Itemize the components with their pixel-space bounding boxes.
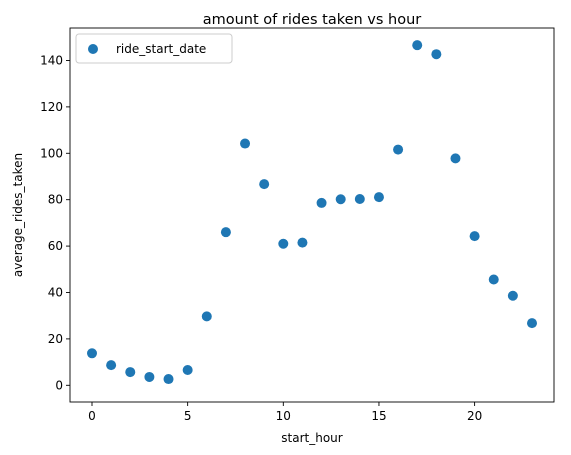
y-tick-label: 0	[55, 378, 63, 392]
data-point	[240, 138, 251, 149]
data-point	[393, 144, 404, 155]
data-point	[87, 348, 97, 359]
data-point	[182, 364, 193, 375]
data-point	[259, 179, 270, 190]
y-tick-label: 60	[48, 239, 63, 253]
data-point	[297, 237, 308, 248]
plot-frame	[69, 27, 555, 403]
data-point	[412, 40, 423, 51]
data-point	[450, 153, 461, 164]
data-point	[335, 194, 346, 205]
y-tick-label: 80	[48, 193, 63, 207]
y-tick-label: 100	[40, 146, 63, 160]
y-tick-label: 120	[40, 100, 63, 114]
data-point	[469, 231, 480, 242]
x-tick-label: 10	[276, 409, 291, 423]
data-point	[220, 227, 231, 238]
data-point	[431, 49, 442, 60]
y-tick-label: 20	[48, 332, 63, 346]
y-tick-label: 140	[40, 53, 63, 67]
x-tick-label: 15	[371, 409, 386, 423]
x-tick-label: 5	[184, 409, 192, 423]
data-point	[373, 192, 384, 203]
x-tick-label: 20	[467, 409, 482, 423]
data-point	[163, 374, 174, 385]
data-point	[316, 197, 327, 208]
y-tick-label: 40	[48, 285, 63, 299]
data-point	[507, 290, 518, 301]
data-point	[354, 193, 365, 204]
legend: ride_start_date	[75, 33, 233, 64]
y-axis-label: average_rides_taken	[11, 153, 25, 277]
legend-marker	[88, 44, 98, 54]
data-point	[201, 311, 212, 322]
data-point	[527, 318, 537, 329]
data-point	[106, 360, 117, 371]
data-point	[125, 367, 136, 378]
legend-label: ride_start_date	[116, 42, 206, 56]
data-points	[87, 40, 537, 385]
chart-title: amount of rides taken vs hour	[203, 12, 422, 28]
axis-ticks: 0 5 10 15 20 0 20 40 60 80 100 120 140	[40, 53, 482, 423]
data-point	[488, 274, 499, 285]
data-point	[278, 238, 289, 249]
data-point	[144, 371, 155, 382]
x-tick-label: 0	[88, 409, 96, 423]
x-axis-label: start_hour	[281, 431, 343, 445]
legend-box	[75, 33, 233, 64]
